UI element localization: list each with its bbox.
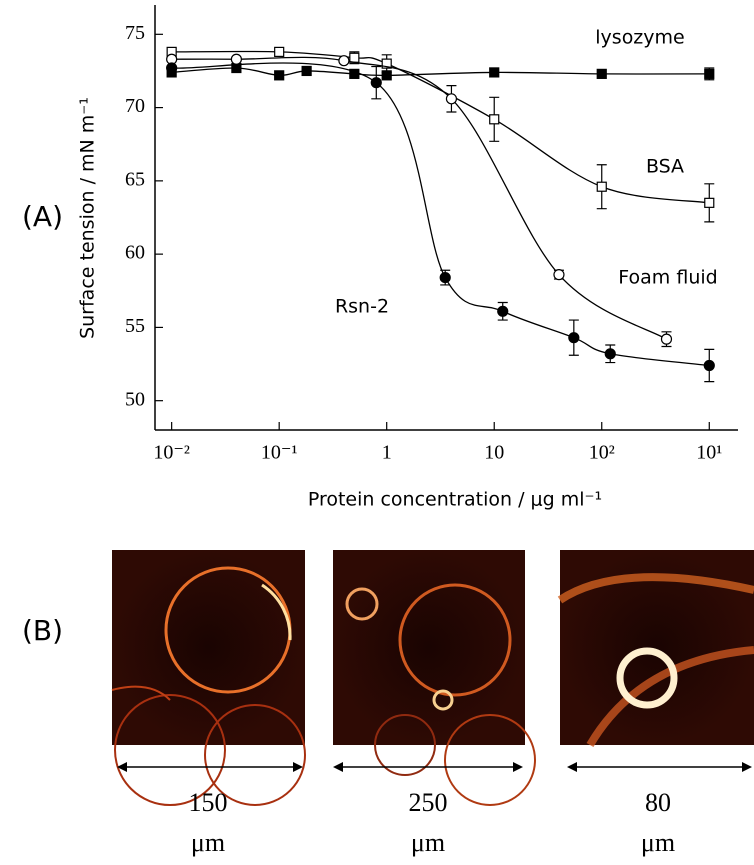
marker [274,46,285,57]
x-tick-label: 10⁻¹ [261,442,298,464]
marker [497,305,509,317]
scale-unit: μm [411,828,445,857]
marker [381,58,392,69]
y-tick-label: 50 [125,388,145,410]
marker [274,70,285,81]
scale-unit: μm [191,828,225,857]
panel-label: (A) [22,200,63,233]
marker [338,55,350,67]
marker [166,62,178,74]
fit-curve [171,67,710,77]
marker [596,181,607,192]
series-label: Foam fluid [618,267,717,289]
scale-value: 80 [645,788,671,817]
y-axis-title: Surface tension / mN m⁻¹ [77,97,99,339]
y-tick-label: 65 [125,168,145,190]
marker [704,68,715,79]
marker [301,65,312,77]
marker [604,348,616,360]
marker [660,333,673,345]
micrograph [557,550,754,748]
x-axis-title: Protein concentration / μg ml⁻¹ [308,489,602,511]
marker [349,52,360,63]
marker [370,77,382,89]
series-label: BSA [646,156,684,178]
marker [703,359,715,372]
marker [568,332,580,344]
marker [704,197,715,208]
marker [230,53,242,65]
marker [489,67,500,78]
y-tick-label: 70 [125,95,145,117]
marker [553,269,565,281]
scale-unit: μm [641,828,675,857]
y-tick-label: 60 [125,242,145,264]
marker [445,93,458,105]
y-tick-label: 55 [125,315,145,337]
x-tick-label: 10¹ [696,442,722,464]
series-label: lysozyme [595,27,684,49]
marker [596,68,607,79]
scale-value: 250 [409,788,448,817]
x-tick-label: 10 [484,442,504,464]
x-tick-label: 10⁻² [153,442,190,464]
marker [439,271,451,284]
fit-curve [171,56,667,340]
y-tick-label: 75 [125,22,145,44]
fit-curve [171,62,710,367]
x-tick-label: 1 [382,442,392,464]
scale-bars [117,762,752,772]
panel-label: (B) [22,614,63,647]
series-label: Rsn-2 [335,296,389,318]
micrograph [333,550,536,806]
micrograph [111,550,306,806]
x-tick-label: 10² [589,442,615,464]
marker [489,114,500,125]
scale-value: 150 [189,788,228,817]
